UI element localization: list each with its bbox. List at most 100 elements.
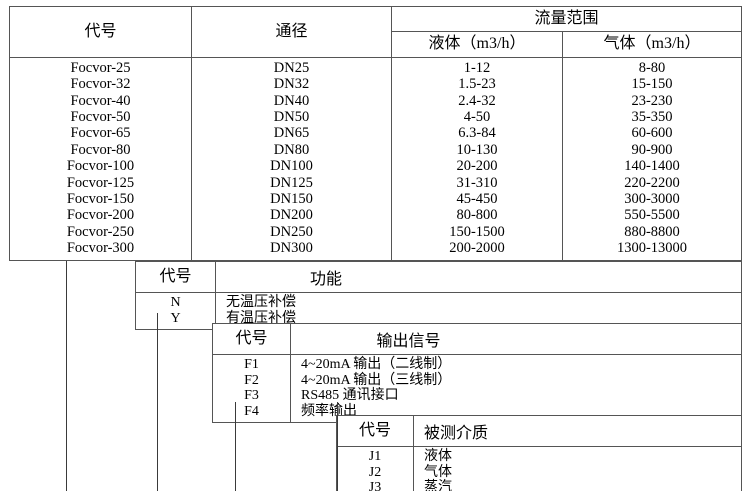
cell-value: RS485 通讯接口: [301, 388, 399, 403]
header-code: 代号: [9, 6, 192, 58]
cell-value: 10-130: [456, 141, 498, 158]
column-dn-values: DN25 DN32 DN40 DN50 DN65 DN80 DN100 DN125 DN150 D…: [191, 56, 392, 261]
cell-value: 80-800: [456, 207, 498, 224]
cell-value: DN150: [270, 191, 313, 208]
medium-code-list: J1 J2 J3: [337, 447, 413, 491]
output-desc-list: 4~20mA 输出（二线制） 4~20mA 输出（三线制） RS485 通讯接口 频率…: [291, 355, 741, 422]
cell-value: 150-1500: [449, 223, 505, 240]
cell-value: 频率输出: [301, 403, 357, 419]
cell-value: Focvor-32: [70, 76, 131, 93]
cell-value: J3: [368, 480, 382, 491]
cell-value: DN300: [270, 240, 313, 257]
cell-value: Focvor-50: [70, 109, 131, 125]
dn-list: DN25 DN32 DN40 DN50 DN65 DN80 DN100 DN125 DN150 D…: [192, 58, 391, 260]
cell-value: 4~20mA 输出（三线制）: [301, 372, 452, 388]
medium-header-row: 代号 被测介质: [336, 415, 742, 447]
function-header-row: 代号 功能: [135, 261, 742, 293]
size-flow-header-row: 代号 通径 流量范围: [9, 5, 743, 58]
connector-line-2: [157, 313, 158, 491]
cell-value: 有温压补偿: [226, 310, 296, 326]
header-flow-range: 流量范围: [390, 5, 743, 33]
cell-value: 6.3-84: [458, 125, 496, 142]
cell-value: 4~20mA 输出（二线制）: [301, 357, 452, 372]
cell-value: 880-8800: [624, 223, 680, 240]
cell-value: 300-3000: [624, 191, 680, 208]
cell-value: 31-310: [456, 174, 498, 191]
cell-value: 23-230: [631, 92, 673, 109]
function-header-label: 功能: [309, 271, 342, 288]
size-flow-body-row: Focvor-25 Focvor-32 Focvor-40 Focvor-50 Focv…: [9, 56, 743, 261]
output-code-list: F1 F2 F3 F4: [213, 355, 290, 422]
output-header-row: 代号 输出信号: [212, 323, 742, 355]
cell-value: 15-150: [631, 76, 673, 93]
output-header-code: 代号: [212, 323, 291, 355]
cell-value: DN80: [273, 141, 310, 158]
cell-value: DN125: [270, 174, 313, 191]
cell-value: 4-50: [463, 109, 491, 125]
cell-value: Focvor-100: [66, 158, 135, 175]
function-header-code: 代号: [135, 261, 216, 293]
medium-table: 代号 被测介质 J1 J2 J3 液体 气体 蒸汽: [336, 415, 742, 491]
cell-value: 35-350: [631, 109, 673, 125]
cell-value: F3: [244, 388, 259, 403]
cell-value: 140-1400: [624, 158, 680, 175]
cell-value: 20-200: [456, 158, 498, 175]
output-header-label: 输出信号: [376, 333, 441, 350]
cell-value: 550-5500: [624, 207, 680, 224]
cell-value: 1300-13000: [616, 240, 688, 257]
connector-line-4: [337, 402, 338, 491]
cell-value: 无温压补偿: [226, 295, 296, 310]
cell-value: J2: [368, 464, 382, 480]
cell-value: DN40: [273, 92, 310, 109]
medium-code-values: J1 J2 J3: [336, 446, 414, 491]
cell-value: 1-12: [463, 59, 491, 76]
cell-value: 2.4-32: [458, 92, 496, 109]
cell-value: F2: [244, 372, 259, 388]
cell-value: 90-900: [631, 141, 673, 158]
cell-value: 60-600: [631, 125, 673, 142]
cell-value: Focvor-65: [70, 125, 131, 142]
cell-value: 蒸汽: [424, 480, 452, 491]
cell-value: N: [170, 295, 181, 310]
cell-value: 1.5-23: [458, 76, 496, 93]
column-gas-values: 8-80 15-150 23-230 35-350 60-600 90-900 140-14…: [561, 56, 743, 261]
output-body-row: F1 F2 F3 F4 4~20mA 输出（二线制） 4~20mA 输出（三线制） RS4…: [212, 354, 742, 423]
column-code-values: Focvor-25 Focvor-32 Focvor-40 Focvor-50 Focv…: [9, 56, 192, 261]
cell-value: Focvor-25: [70, 59, 131, 76]
cell-value: Focvor-40: [70, 92, 131, 109]
header-gas: 气体（m3/h）: [561, 31, 743, 58]
cell-value: Focvor-300: [66, 240, 135, 257]
medium-header-title: 被测介质: [413, 415, 742, 447]
cell-value: 8-80: [638, 59, 666, 76]
cell-value: DN50: [273, 109, 310, 125]
header-diameter: 通径: [191, 6, 392, 58]
column-liquid-values: 1-12 1.5-23 2.4-32 4-50 6.3-84 10-130 20-200 31…: [391, 56, 563, 261]
cell-value: Focvor-80: [70, 141, 131, 158]
cell-value: Y: [170, 310, 181, 326]
cell-value: 45-450: [456, 191, 498, 208]
connector-line-3: [235, 402, 236, 491]
cell-value: DN100: [270, 158, 313, 175]
cell-value: DN65: [273, 125, 310, 142]
liquid-list: 1-12 1.5-23 2.4-32 4-50 6.3-84 10-130 20-200 31…: [392, 58, 562, 260]
cell-value: 200-2000: [449, 240, 505, 257]
connector-line-1: [66, 261, 67, 491]
medium-desc-list: 液体 气体 蒸汽: [414, 447, 741, 491]
cell-value: 220-2200: [624, 174, 680, 191]
output-code-values: F1 F2 F3 F4: [212, 354, 291, 423]
medium-desc-values: 液体 气体 蒸汽: [413, 446, 742, 491]
cell-value: Focvor-200: [66, 207, 135, 224]
cell-value: Focvor-150: [66, 191, 135, 208]
size-flow-table: 代号 通径 流量范围 液体（m3/h） 气体（m3/h） Focvor-25 Fo…: [9, 5, 743, 261]
cell-value: 气体: [424, 464, 452, 480]
size-flow-subheader-row: 液体（m3/h） 气体（m3/h）: [10, 31, 743, 58]
cell-value: F4: [244, 403, 259, 419]
function-header-title: 功能: [215, 261, 742, 293]
cell-value: DN250: [270, 223, 313, 240]
output-signal-table: 代号 输出信号 F1 F2 F3 F4 4~20mA 输出（二线制） 4~20mA 输出…: [212, 323, 742, 423]
header-liquid: 液体（m3/h）: [391, 31, 563, 58]
cell-value: 液体: [424, 449, 452, 464]
